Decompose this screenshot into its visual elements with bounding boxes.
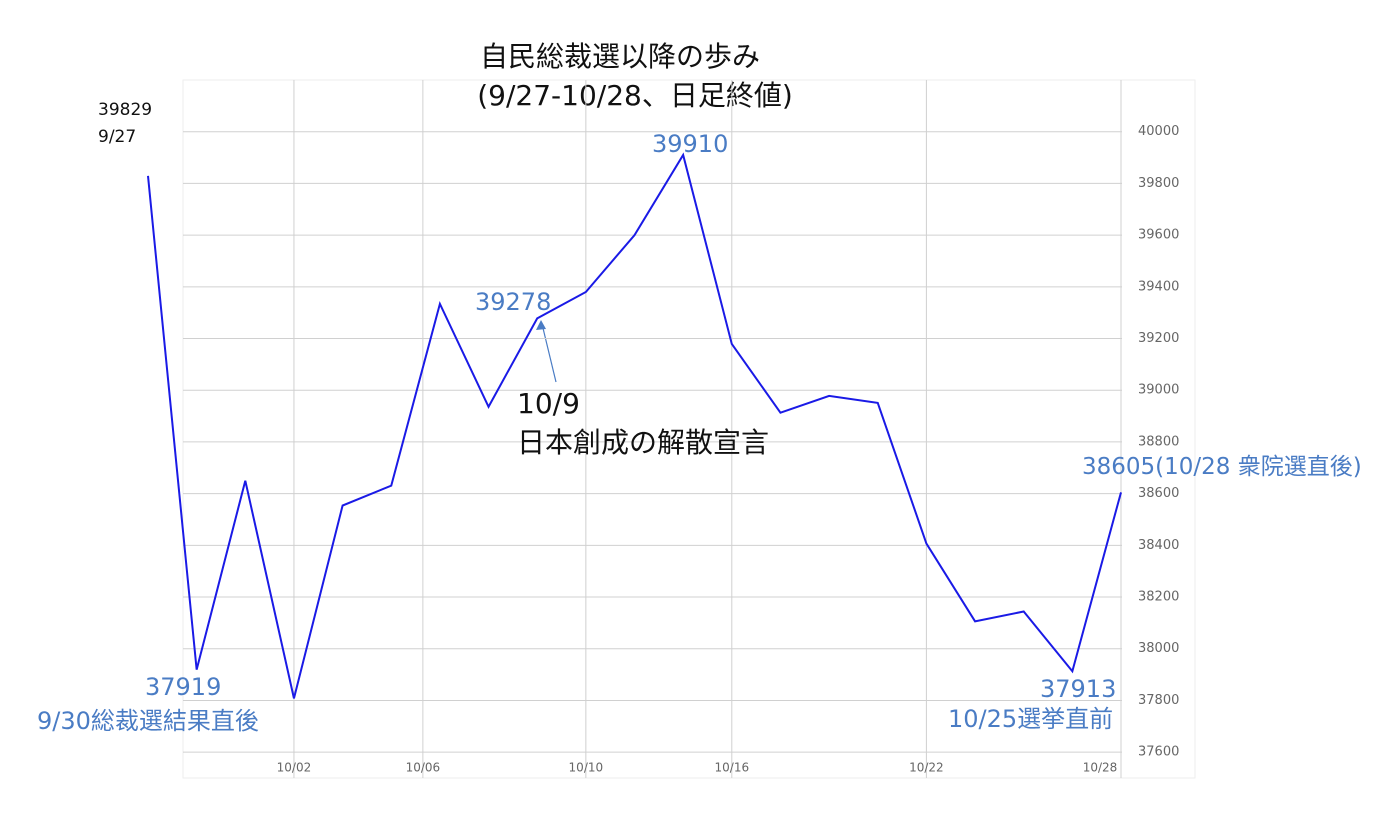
x-tick-label: 10/22	[909, 761, 944, 775]
y-tick-label: 37800	[1138, 693, 1179, 708]
y-tick-label: 37600	[1138, 745, 1179, 760]
y-tick-label: 39200	[1138, 331, 1179, 346]
annotation: 10/9	[517, 387, 580, 420]
y-tick-label: 39600	[1138, 228, 1179, 243]
y-tick-label: 38800	[1138, 434, 1179, 449]
data-label: 38605	[1082, 454, 1155, 480]
data-label: 37913	[1040, 675, 1116, 703]
data-label: 37919	[145, 673, 221, 701]
x-tick-label: 10/06	[406, 761, 441, 775]
y-tick-label: 38400	[1138, 538, 1179, 553]
y-tick-label: 40000	[1138, 124, 1179, 139]
data-label: 39910	[652, 130, 728, 158]
annotation: 10/25選挙直前	[948, 705, 1113, 733]
line	[147, 152, 1122, 699]
chart-title: 自民総裁選以降の歩み	[480, 40, 760, 73]
y-tick-label: 39400	[1138, 279, 1179, 294]
data-label: 39278	[475, 288, 551, 316]
x-tick-label: 10/10	[569, 761, 604, 775]
annotation: 9/27	[98, 127, 136, 147]
chart-subtitle: (9/27-10/28、日足終値)	[477, 79, 793, 112]
x-tick-label: 10/16	[715, 761, 750, 775]
y-tick-label: 38600	[1138, 486, 1179, 501]
annotation: 9/30総裁選結果直後	[37, 707, 259, 735]
annotation: (10/28 衆院選直後)	[1155, 454, 1362, 480]
y-tick-label: 39000	[1138, 383, 1179, 398]
y-tick-label: 39800	[1138, 176, 1179, 191]
annotation: 日本創成の解散宣言	[517, 426, 769, 459]
x-tick-label: 10/02	[277, 761, 312, 775]
data-label: 39829	[98, 100, 152, 120]
arrow-head	[536, 320, 546, 330]
x-tick-label: 10/28	[1083, 761, 1118, 775]
annotation-arrow	[541, 323, 557, 383]
y-tick-label: 38200	[1138, 590, 1179, 605]
annotation: 38605(10/28 衆院選直後)	[1082, 454, 1362, 480]
plot-area	[182, 79, 1196, 779]
y-tick-label: 38000	[1138, 641, 1179, 656]
